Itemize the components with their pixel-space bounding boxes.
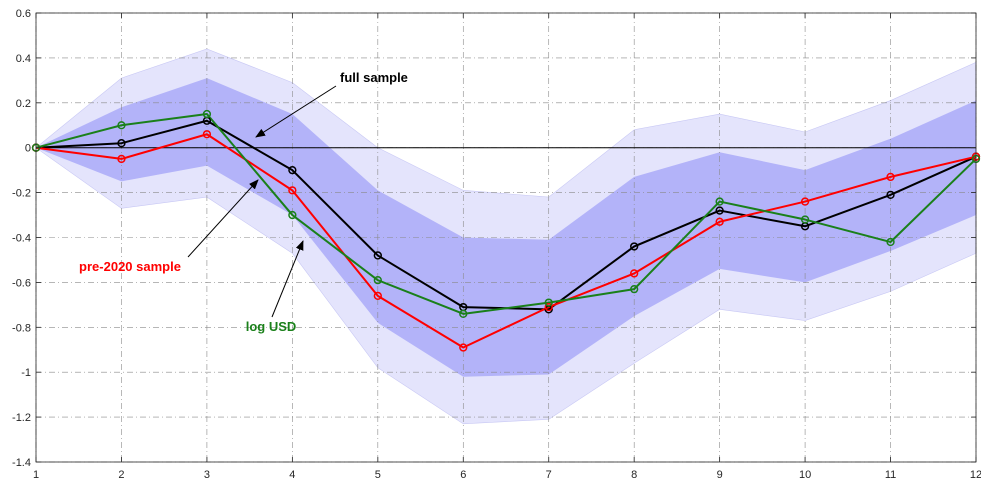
- series-2-point: [715, 217, 724, 226]
- y-tick-label: -1.4: [12, 457, 31, 469]
- x-tick-label: 9: [717, 469, 723, 481]
- series-2-point: [800, 197, 810, 206]
- x-tick-label: 8: [631, 469, 637, 481]
- annotation-label: full sample: [340, 70, 408, 85]
- series-line-3: [35, 113, 977, 315]
- series-1-point: [630, 242, 639, 251]
- axes: 1 2 3 4 5 6 7 8 9 10 11 120.60.40.20-0.2-0.4-0.6-0.…: [12, 8, 981, 481]
- x-tick-label: 5: [375, 469, 381, 481]
- series-2-point: [117, 154, 126, 164]
- y-tick-label: 0.2: [16, 98, 31, 110]
- y-tick-label: 0: [25, 143, 31, 155]
- series-1-point: [117, 139, 126, 148]
- series-line-2: [35, 133, 977, 349]
- annotations: full sample pre-2020 sample log USD: [79, 70, 408, 334]
- y-tick-label: -0.6: [12, 277, 31, 289]
- annotation-arrow: [187, 179, 259, 258]
- y-tick-label: 0.6: [16, 8, 31, 20]
- annotation-label: log USD: [246, 319, 297, 334]
- series-1-point: [886, 190, 895, 199]
- x-tick-label: 3: [204, 469, 210, 481]
- x-tick-label: 6: [460, 469, 466, 481]
- y-tick-label: -1.2: [12, 412, 31, 424]
- series-3-point: [630, 284, 639, 294]
- confidence-bands: [35, 48, 977, 425]
- series-3-point: [202, 109, 212, 119]
- series-lines: [31, 109, 981, 352]
- series-3-point: [373, 276, 382, 285]
- x-tick-label: 11: [885, 469, 896, 481]
- x-tick-label: 2: [118, 469, 124, 481]
- series-3-point: [886, 237, 895, 247]
- y-tick-label: 0.4: [16, 53, 31, 65]
- series-2-point: [373, 291, 382, 301]
- series-2-point: [202, 130, 212, 139]
- inner-confidence-band: [36, 78, 976, 377]
- x-tick-label: 4: [289, 469, 295, 481]
- series-2-point: [630, 269, 639, 278]
- series-3-point: [288, 210, 297, 220]
- series-1-point: [373, 251, 382, 260]
- y-tick-label: -0.4: [12, 233, 31, 245]
- x-tick-label: 10: [799, 469, 811, 481]
- annotation-label: pre-2020 sample: [79, 259, 181, 274]
- series-1-point: [288, 166, 297, 175]
- series-2-point: [459, 343, 468, 352]
- annotation-arrow: [271, 240, 304, 318]
- series-3-point: [715, 197, 724, 206]
- annotation-arrow: [255, 85, 337, 138]
- y-tick-label: -0.8: [12, 322, 31, 334]
- series-1-point: [715, 206, 724, 215]
- y-tick-label: -1: [21, 367, 31, 379]
- x-tick-label: 1: [33, 469, 39, 481]
- series-3-point: [117, 121, 126, 130]
- x-tick-label: 7: [546, 469, 552, 481]
- series-2-point: [288, 186, 297, 195]
- series-2-point: [544, 302, 553, 312]
- series-2-point: [886, 172, 895, 182]
- series-3-point: [544, 298, 553, 307]
- series-3-point: [800, 215, 810, 224]
- series-3-point: [459, 309, 468, 318]
- x-tick-label: 12: [970, 469, 981, 481]
- y-tick-label: -0.2: [12, 188, 31, 200]
